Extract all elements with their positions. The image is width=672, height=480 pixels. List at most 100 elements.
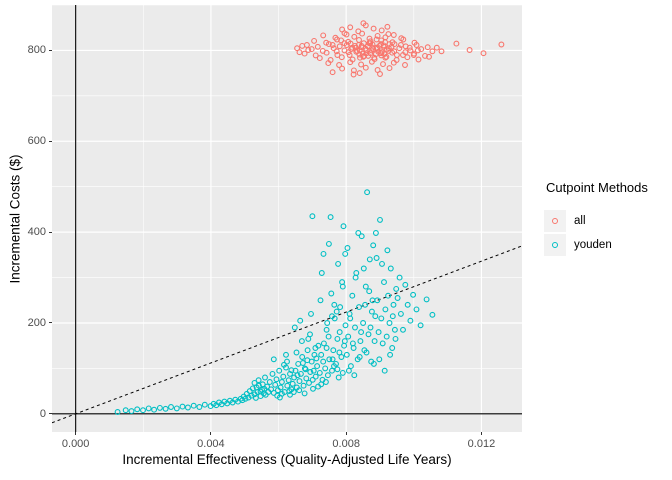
data-point-youden	[429, 311, 436, 318]
data-point-youden	[362, 283, 369, 290]
youden-series-marker-icon	[552, 241, 558, 248]
data-point-all	[410, 52, 417, 58]
data-point-youden	[309, 376, 316, 383]
data-point-youden	[379, 260, 385, 267]
data-point-youden	[368, 308, 375, 315]
data-point-youden	[270, 389, 277, 396]
data-point-youden	[385, 292, 392, 299]
data-point-youden	[423, 296, 430, 303]
data-point-youden	[168, 404, 174, 410]
data-point-youden	[314, 363, 321, 370]
data-point-all	[377, 50, 384, 57]
data-point-youden	[381, 367, 388, 374]
data-point-youden	[349, 340, 356, 347]
data-point-all	[383, 46, 390, 53]
data-point-youden	[370, 242, 377, 249]
data-point-all	[356, 70, 363, 77]
data-point-all	[305, 47, 312, 53]
data-point-youden	[376, 356, 383, 363]
data-point-youden	[320, 358, 327, 365]
data-point-youden	[394, 295, 401, 301]
data-point-all	[414, 47, 421, 54]
data-point-all	[329, 42, 336, 48]
legend: Cutpoint Methods all youden	[544, 180, 648, 257]
data-point-all	[397, 42, 404, 48]
data-point-all	[325, 41, 332, 48]
data-point-youden	[290, 389, 297, 395]
data-point-youden	[335, 374, 342, 381]
data-point-youden	[257, 388, 264, 395]
data-point-all	[391, 48, 398, 55]
data-point-youden	[304, 347, 311, 354]
data-point-youden	[342, 250, 349, 257]
y-tick-mark	[49, 140, 52, 142]
data-point-all	[338, 37, 345, 44]
data-point-youden	[336, 349, 343, 356]
data-point-all	[354, 47, 361, 54]
data-point-youden	[417, 322, 424, 329]
data-point-youden	[386, 320, 393, 326]
data-point-youden	[255, 377, 262, 384]
data-point-all	[407, 47, 414, 54]
data-point-youden	[335, 260, 342, 267]
data-point-all	[382, 54, 389, 61]
data-point-youden	[393, 285, 400, 292]
data-point-all	[374, 32, 381, 39]
data-point-all	[323, 49, 330, 56]
data-point-all	[466, 47, 473, 53]
data-point-youden	[334, 366, 341, 373]
data-point-youden	[366, 288, 373, 295]
data-point-youden	[373, 255, 380, 261]
data-point-youden	[358, 233, 365, 240]
data-point-youden	[389, 345, 396, 351]
data-point-all	[330, 45, 337, 52]
data-point-all	[381, 51, 388, 58]
data-point-youden	[356, 304, 362, 311]
data-point-all	[311, 37, 318, 44]
data-point-youden	[278, 379, 285, 385]
data-point-youden	[280, 373, 287, 380]
y-tick-label: 600	[27, 135, 46, 148]
data-point-youden	[389, 313, 396, 320]
data-point-youden	[251, 379, 258, 386]
data-point-youden	[156, 404, 163, 411]
x-axis-title: Incremental Effectiveness (Quality-Adjus…	[122, 452, 452, 467]
data-point-youden	[253, 384, 260, 391]
data-point-all	[385, 31, 392, 38]
data-point-youden	[310, 385, 316, 392]
y-tick-mark	[49, 322, 52, 324]
data-point-youden	[270, 356, 277, 363]
y-tick-mark	[49, 413, 52, 415]
legend-label-all: all	[574, 214, 586, 227]
data-point-youden	[239, 397, 246, 404]
data-point-youden	[396, 274, 403, 281]
series-all	[294, 20, 505, 78]
data-point-youden	[318, 381, 325, 388]
data-point-youden	[285, 377, 292, 384]
data-point-youden	[355, 230, 362, 236]
data-point-youden	[301, 365, 308, 372]
data-point-youden	[301, 390, 308, 397]
data-point-all	[390, 59, 397, 66]
data-point-all	[299, 42, 306, 49]
data-point-all	[406, 44, 413, 51]
data-point-youden	[264, 383, 271, 390]
data-point-youden	[325, 333, 332, 340]
data-point-all	[396, 45, 403, 52]
y-tick-label: 0	[39, 407, 46, 420]
data-point-youden	[313, 355, 320, 362]
data-point-all	[386, 65, 393, 72]
x-tick-label: 0.012	[467, 438, 496, 450]
data-point-youden	[289, 380, 296, 387]
data-point-youden	[293, 349, 300, 356]
data-point-youden	[162, 405, 169, 412]
y-tick-mark	[49, 49, 52, 51]
data-point-youden	[309, 213, 316, 220]
data-point-all	[347, 24, 354, 31]
data-point-youden	[140, 407, 146, 414]
data-point-youden	[307, 369, 314, 375]
data-point-youden	[276, 394, 283, 401]
data-point-youden	[323, 326, 330, 333]
data-point-youden	[277, 384, 284, 391]
data-point-youden	[365, 331, 372, 338]
